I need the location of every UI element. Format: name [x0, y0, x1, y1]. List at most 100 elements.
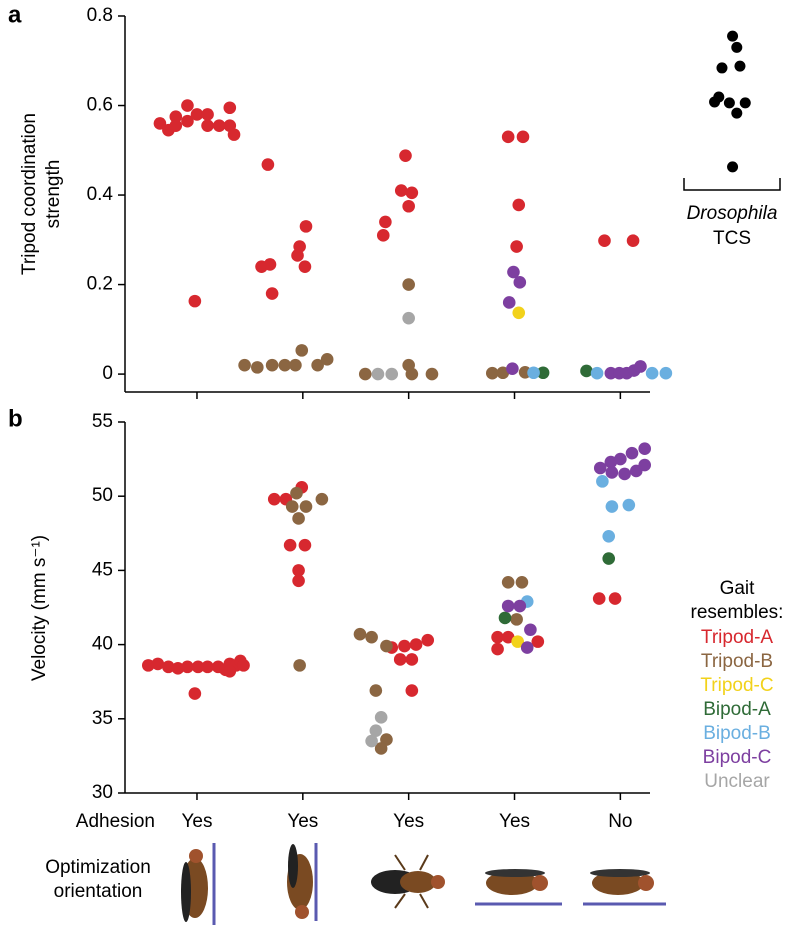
data-point — [524, 623, 537, 637]
data-point — [590, 366, 604, 380]
data-point — [645, 366, 659, 380]
reference-point — [727, 30, 739, 42]
panel-label: a — [8, 1, 22, 28]
y-tick-label: 35 — [92, 708, 113, 729]
data-point — [536, 366, 550, 380]
data-point — [379, 215, 392, 229]
data-point — [151, 657, 165, 671]
data-point — [298, 260, 312, 273]
data-point — [399, 149, 412, 162]
data-point — [181, 660, 194, 674]
data-point — [513, 599, 527, 613]
x-tick-label: Yes — [181, 811, 212, 832]
data-point — [385, 367, 399, 381]
data-point — [510, 613, 523, 626]
data-point — [374, 742, 388, 755]
data-point — [402, 278, 415, 291]
data-point — [510, 240, 523, 253]
y-tick-label: 0 — [102, 363, 113, 384]
data-point — [353, 627, 367, 641]
data-point — [425, 367, 439, 381]
data-point — [315, 492, 329, 506]
data-point — [299, 500, 313, 513]
data-point — [237, 659, 250, 672]
data-point — [191, 660, 205, 674]
data-point — [267, 492, 281, 506]
data-point — [311, 358, 324, 372]
data-point — [292, 564, 305, 577]
reference-point — [731, 107, 743, 119]
data-point — [299, 220, 313, 233]
x-tick-label: Yes — [287, 811, 318, 832]
fly-side-2 — [583, 869, 666, 906]
data-point — [592, 592, 606, 605]
y-tick-label: 45 — [92, 559, 113, 580]
data-point — [527, 366, 540, 380]
x-tick-label: No — [608, 811, 632, 832]
data-point — [614, 452, 627, 466]
data-point — [515, 575, 529, 589]
data-point — [507, 265, 520, 279]
data-point — [371, 367, 385, 381]
y-tick-label: 40 — [92, 634, 113, 655]
reference-point — [727, 161, 739, 173]
legend-entry: Bipod-B — [703, 723, 771, 744]
data-point — [201, 108, 214, 121]
data-point — [506, 362, 519, 376]
data-point — [618, 467, 631, 481]
data-point — [181, 114, 194, 128]
data-point — [405, 186, 419, 200]
data-point — [169, 110, 183, 124]
data-point — [278, 358, 292, 372]
data-point — [162, 660, 175, 674]
data-point — [512, 198, 526, 212]
legend-entry: Bipod-A — [703, 699, 771, 720]
data-point — [485, 366, 499, 380]
reference-bracket — [683, 178, 781, 191]
data-point — [531, 635, 545, 648]
data-point — [365, 734, 378, 748]
data-point — [290, 486, 303, 500]
y-tick-label: 0.6 — [87, 95, 113, 116]
reference-point — [739, 97, 751, 109]
data-point — [605, 500, 619, 513]
data-point — [283, 538, 297, 552]
data-point — [369, 684, 383, 697]
y-axis-label: Velocity (mm s⁻¹) — [29, 534, 50, 682]
data-point — [593, 461, 607, 475]
data-point — [513, 276, 527, 289]
data-point — [598, 234, 611, 248]
data-point — [285, 500, 299, 513]
data-point — [298, 538, 312, 552]
data-point — [516, 130, 530, 144]
data-point — [265, 358, 279, 372]
data-point — [501, 630, 515, 644]
data-point — [520, 641, 534, 654]
x-axis-label: Adhesion — [76, 811, 155, 832]
data-point — [291, 249, 304, 262]
data-point — [501, 599, 515, 613]
data-point — [580, 364, 593, 378]
data-point — [188, 687, 202, 700]
data-point — [292, 512, 305, 525]
fly-top — [371, 854, 445, 909]
data-point — [188, 294, 202, 308]
data-point — [169, 119, 183, 132]
data-point — [320, 353, 334, 366]
data-point — [608, 592, 622, 605]
data-point — [153, 117, 167, 130]
data-point — [223, 101, 237, 115]
reference-sublabel: TCS — [713, 228, 751, 249]
y-tick-label: 30 — [92, 782, 113, 803]
data-point — [626, 234, 640, 248]
data-point — [263, 258, 277, 271]
data-point — [602, 529, 616, 543]
data-point — [265, 287, 279, 300]
y-tick-label: 0.4 — [87, 184, 114, 205]
data-point — [638, 458, 652, 472]
data-point — [405, 653, 419, 666]
y-tick-label: 55 — [92, 411, 113, 432]
data-point — [502, 296, 516, 309]
data-point — [622, 498, 636, 512]
